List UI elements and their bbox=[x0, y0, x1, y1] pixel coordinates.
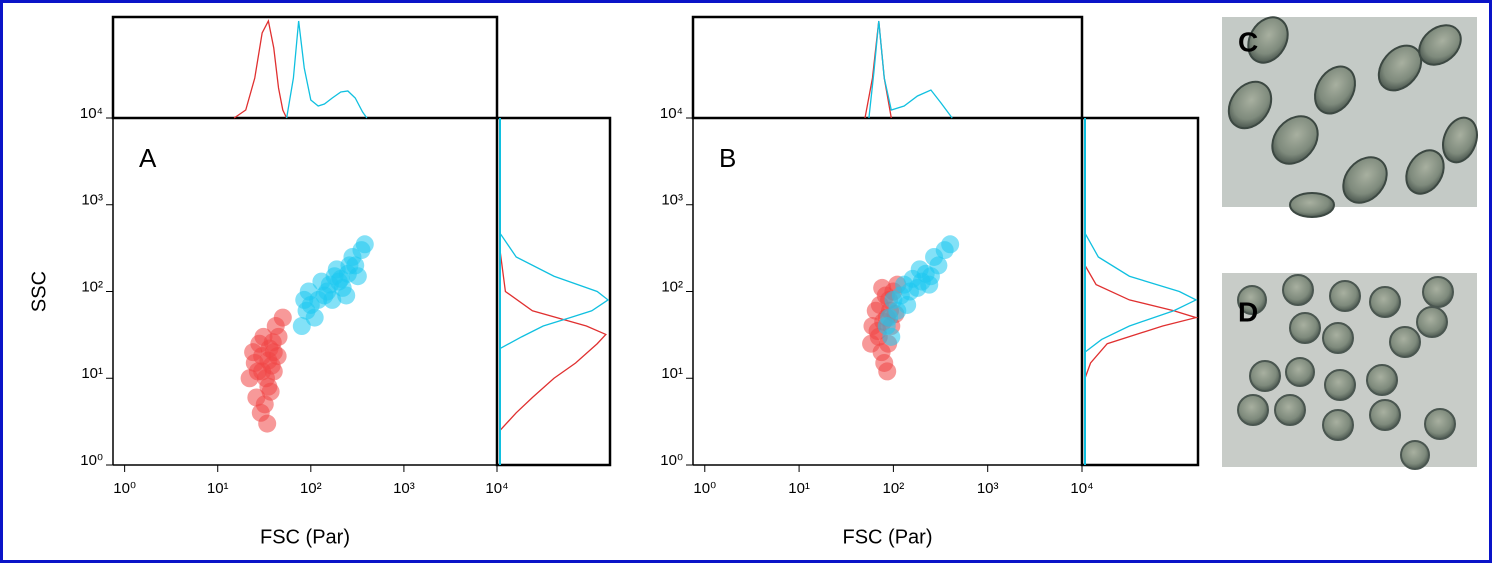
point bbox=[910, 260, 929, 279]
histogram-line bbox=[499, 232, 610, 350]
x-tick-label: 10¹ bbox=[207, 480, 229, 497]
x-axis-label: FSC (Par) bbox=[843, 526, 933, 548]
point bbox=[247, 388, 266, 407]
point bbox=[920, 275, 939, 294]
x-tick-label: 10² bbox=[300, 480, 322, 497]
point bbox=[305, 308, 324, 327]
point bbox=[261, 382, 280, 401]
micrograph-d bbox=[1222, 273, 1477, 470]
image-label: D bbox=[1238, 296, 1258, 327]
y-tick-label: 10¹ bbox=[81, 365, 103, 382]
point bbox=[323, 290, 342, 309]
histogram-line bbox=[868, 20, 953, 119]
y-tick-label: 10² bbox=[661, 278, 683, 295]
x-tick-label: 10⁰ bbox=[113, 480, 136, 497]
point bbox=[898, 295, 917, 314]
point bbox=[873, 278, 892, 297]
x-tick-label: 10⁴ bbox=[1070, 480, 1093, 497]
x-tick-label: 10¹ bbox=[788, 480, 810, 497]
y-tick-label: 10⁴ bbox=[660, 105, 683, 122]
y-tick-label: 10⁰ bbox=[80, 452, 103, 469]
x-tick-label: 10³ bbox=[977, 480, 999, 497]
point bbox=[340, 256, 359, 275]
y-tick-label: 10³ bbox=[81, 192, 103, 209]
histogram-line bbox=[286, 20, 368, 119]
histogram-line bbox=[499, 250, 607, 431]
image-label: C bbox=[1238, 26, 1258, 57]
histogram-line bbox=[1084, 265, 1199, 379]
x-axis-label: FSC (Par) bbox=[260, 526, 350, 548]
panel-label: A bbox=[139, 143, 157, 173]
y-tick-label: 10³ bbox=[661, 192, 683, 209]
panel-label: B bbox=[719, 143, 736, 173]
histogram-line bbox=[233, 19, 288, 119]
point bbox=[292, 317, 311, 336]
plot-box bbox=[495, 116, 612, 467]
y-tick-label: 10¹ bbox=[661, 365, 683, 382]
point bbox=[941, 235, 960, 254]
point bbox=[251, 403, 270, 422]
plot-box bbox=[111, 15, 499, 120]
point bbox=[355, 235, 374, 254]
micrograph-c bbox=[1222, 16, 1478, 218]
x-tick-label: 10⁴ bbox=[485, 480, 508, 497]
plot-box bbox=[1080, 116, 1200, 467]
point bbox=[259, 351, 278, 370]
y-tick-label: 10⁴ bbox=[80, 105, 103, 122]
point bbox=[331, 269, 350, 288]
point bbox=[878, 362, 897, 381]
point bbox=[244, 343, 263, 362]
point bbox=[312, 272, 331, 291]
plot-box bbox=[691, 15, 1084, 120]
y-axis-label: SSC bbox=[28, 271, 50, 312]
x-tick-label: 10² bbox=[883, 480, 905, 497]
point bbox=[299, 282, 318, 301]
histogram-line bbox=[1084, 232, 1198, 353]
x-tick-label: 10³ bbox=[393, 480, 415, 497]
point bbox=[273, 308, 292, 327]
point bbox=[263, 333, 282, 352]
point bbox=[337, 286, 356, 305]
x-tick-label: 10⁰ bbox=[693, 480, 716, 497]
y-tick-label: 10⁰ bbox=[660, 452, 683, 469]
point bbox=[862, 334, 881, 353]
y-tick-label: 10² bbox=[81, 278, 103, 295]
point bbox=[882, 327, 901, 346]
